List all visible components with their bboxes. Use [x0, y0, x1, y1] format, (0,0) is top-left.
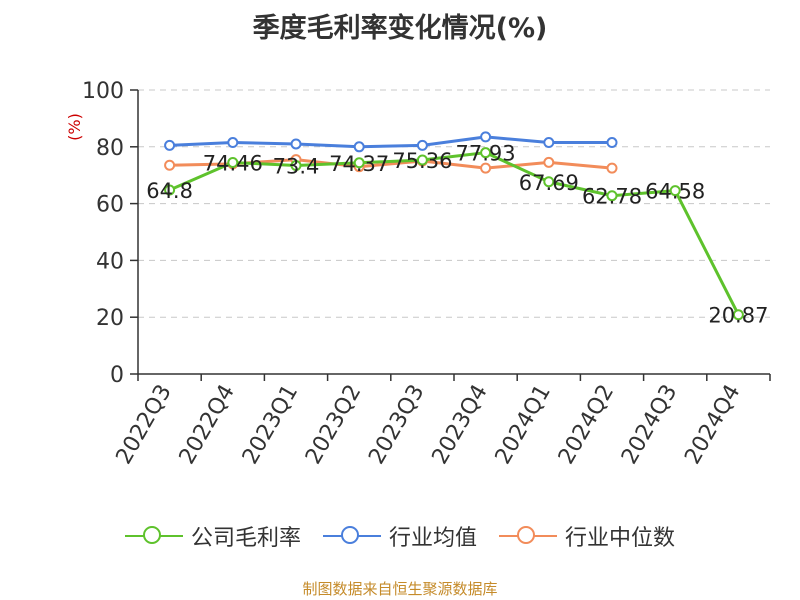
data-label-2023Q4: 77.93	[456, 142, 516, 166]
point-s2-2024Q2	[606, 162, 618, 174]
data-label-2024Q3: 64.58	[645, 180, 705, 204]
x-tick-label-2023Q4: 2023Q4	[427, 380, 492, 468]
chart-title: 季度毛利率变化情况(%)	[252, 13, 548, 44]
point-s1-2023Q1	[290, 138, 302, 150]
data-label-2022Q3: 64.8	[146, 179, 193, 203]
point-s2-2024Q1	[543, 156, 555, 168]
legend-item-industry-mean[interactable]: 行业均值	[322, 520, 477, 552]
data-label-2023Q3: 75.36	[392, 149, 452, 173]
legend-swatch-industry-median	[499, 524, 557, 548]
y-tick-label-80: 80	[96, 136, 124, 161]
axes: 020406080100(%)2022Q32022Q42023Q12023Q22…	[65, 79, 771, 469]
x-tick-label-2024Q3: 2024Q3	[617, 381, 682, 469]
series-line-0	[169, 151, 740, 316]
point-s1-2022Q4	[227, 137, 239, 149]
x-tick-label-2023Q2: 2023Q2	[301, 381, 366, 469]
data-label-2022Q4: 74.46	[203, 152, 263, 176]
x-tick-label-2023Q1: 2023Q1	[238, 381, 303, 469]
point-s2-2023Q4	[480, 162, 492, 174]
x-tick-label-2023Q3: 2023Q3	[364, 381, 429, 469]
y-tick-label-20: 20	[96, 306, 124, 331]
y-axis-label: (%)	[65, 113, 84, 141]
data-label-2023Q1: 73.4	[273, 155, 320, 179]
x-tick-label-2022Q3: 2022Q3	[111, 381, 176, 469]
point-s1-2023Q2	[353, 141, 365, 153]
point-s0-2024Q3	[669, 185, 681, 197]
point-s0-2023Q2	[353, 157, 365, 169]
point-s0-2023Q1	[290, 160, 302, 172]
y-tick-label-40: 40	[96, 249, 124, 274]
legend-swatch-industry-mean	[322, 524, 381, 548]
x-tick-label-2024Q4: 2024Q4	[680, 381, 745, 469]
data-label-2023Q2: 74.37	[329, 152, 389, 176]
y-tick-label-100: 100	[82, 79, 124, 104]
legend-label-company: 公司毛利率	[190, 526, 301, 551]
point-s0-2024Q2	[606, 190, 618, 202]
series-lines	[164, 131, 744, 321]
legend-item-company[interactable]: 公司毛利率	[124, 520, 301, 552]
point-s0-2022Q4	[227, 157, 239, 169]
source-note: 制图数据来自恒生聚源数据库	[302, 580, 498, 598]
point-s1-2024Q2	[606, 137, 618, 149]
y-tick-label-60: 60	[96, 193, 124, 218]
series-line-1	[169, 135, 612, 149]
legend: 公司毛利率 行业均值 行业中位数	[0, 520, 800, 552]
legend-swatch-company	[124, 524, 183, 548]
data-label-2024Q1: 67.69	[519, 171, 579, 195]
point-s0-2024Q4	[732, 309, 744, 321]
legend-label-industry-median: 行业中位数	[565, 526, 676, 551]
point-s2-2022Q3	[164, 159, 176, 171]
point-s0-2022Q3	[164, 184, 176, 196]
point-s0-2024Q1	[543, 176, 555, 188]
point-s1-2024Q1	[543, 137, 555, 149]
point-s1-2023Q4	[480, 131, 492, 143]
grid-lines	[138, 89, 770, 318]
point-s0-2023Q3	[416, 154, 428, 166]
data-label-2024Q2: 62.78	[582, 185, 642, 209]
x-tick-label-2024Q2: 2024Q2	[554, 381, 619, 469]
point-s0-2023Q4	[480, 147, 492, 159]
x-tick-label-2022Q4: 2022Q4	[175, 381, 240, 469]
point-s1-2022Q3	[164, 139, 176, 151]
legend-label-industry-mean: 行业均值	[388, 526, 477, 551]
data-label-2024Q4: 20.87	[708, 304, 768, 328]
x-tick-label-2024Q1: 2024Q1	[491, 381, 556, 469]
legend-item-industry-median[interactable]: 行业中位数	[499, 520, 675, 552]
point-s1-2023Q3	[416, 139, 428, 151]
y-tick-label-0: 0	[110, 363, 124, 388]
